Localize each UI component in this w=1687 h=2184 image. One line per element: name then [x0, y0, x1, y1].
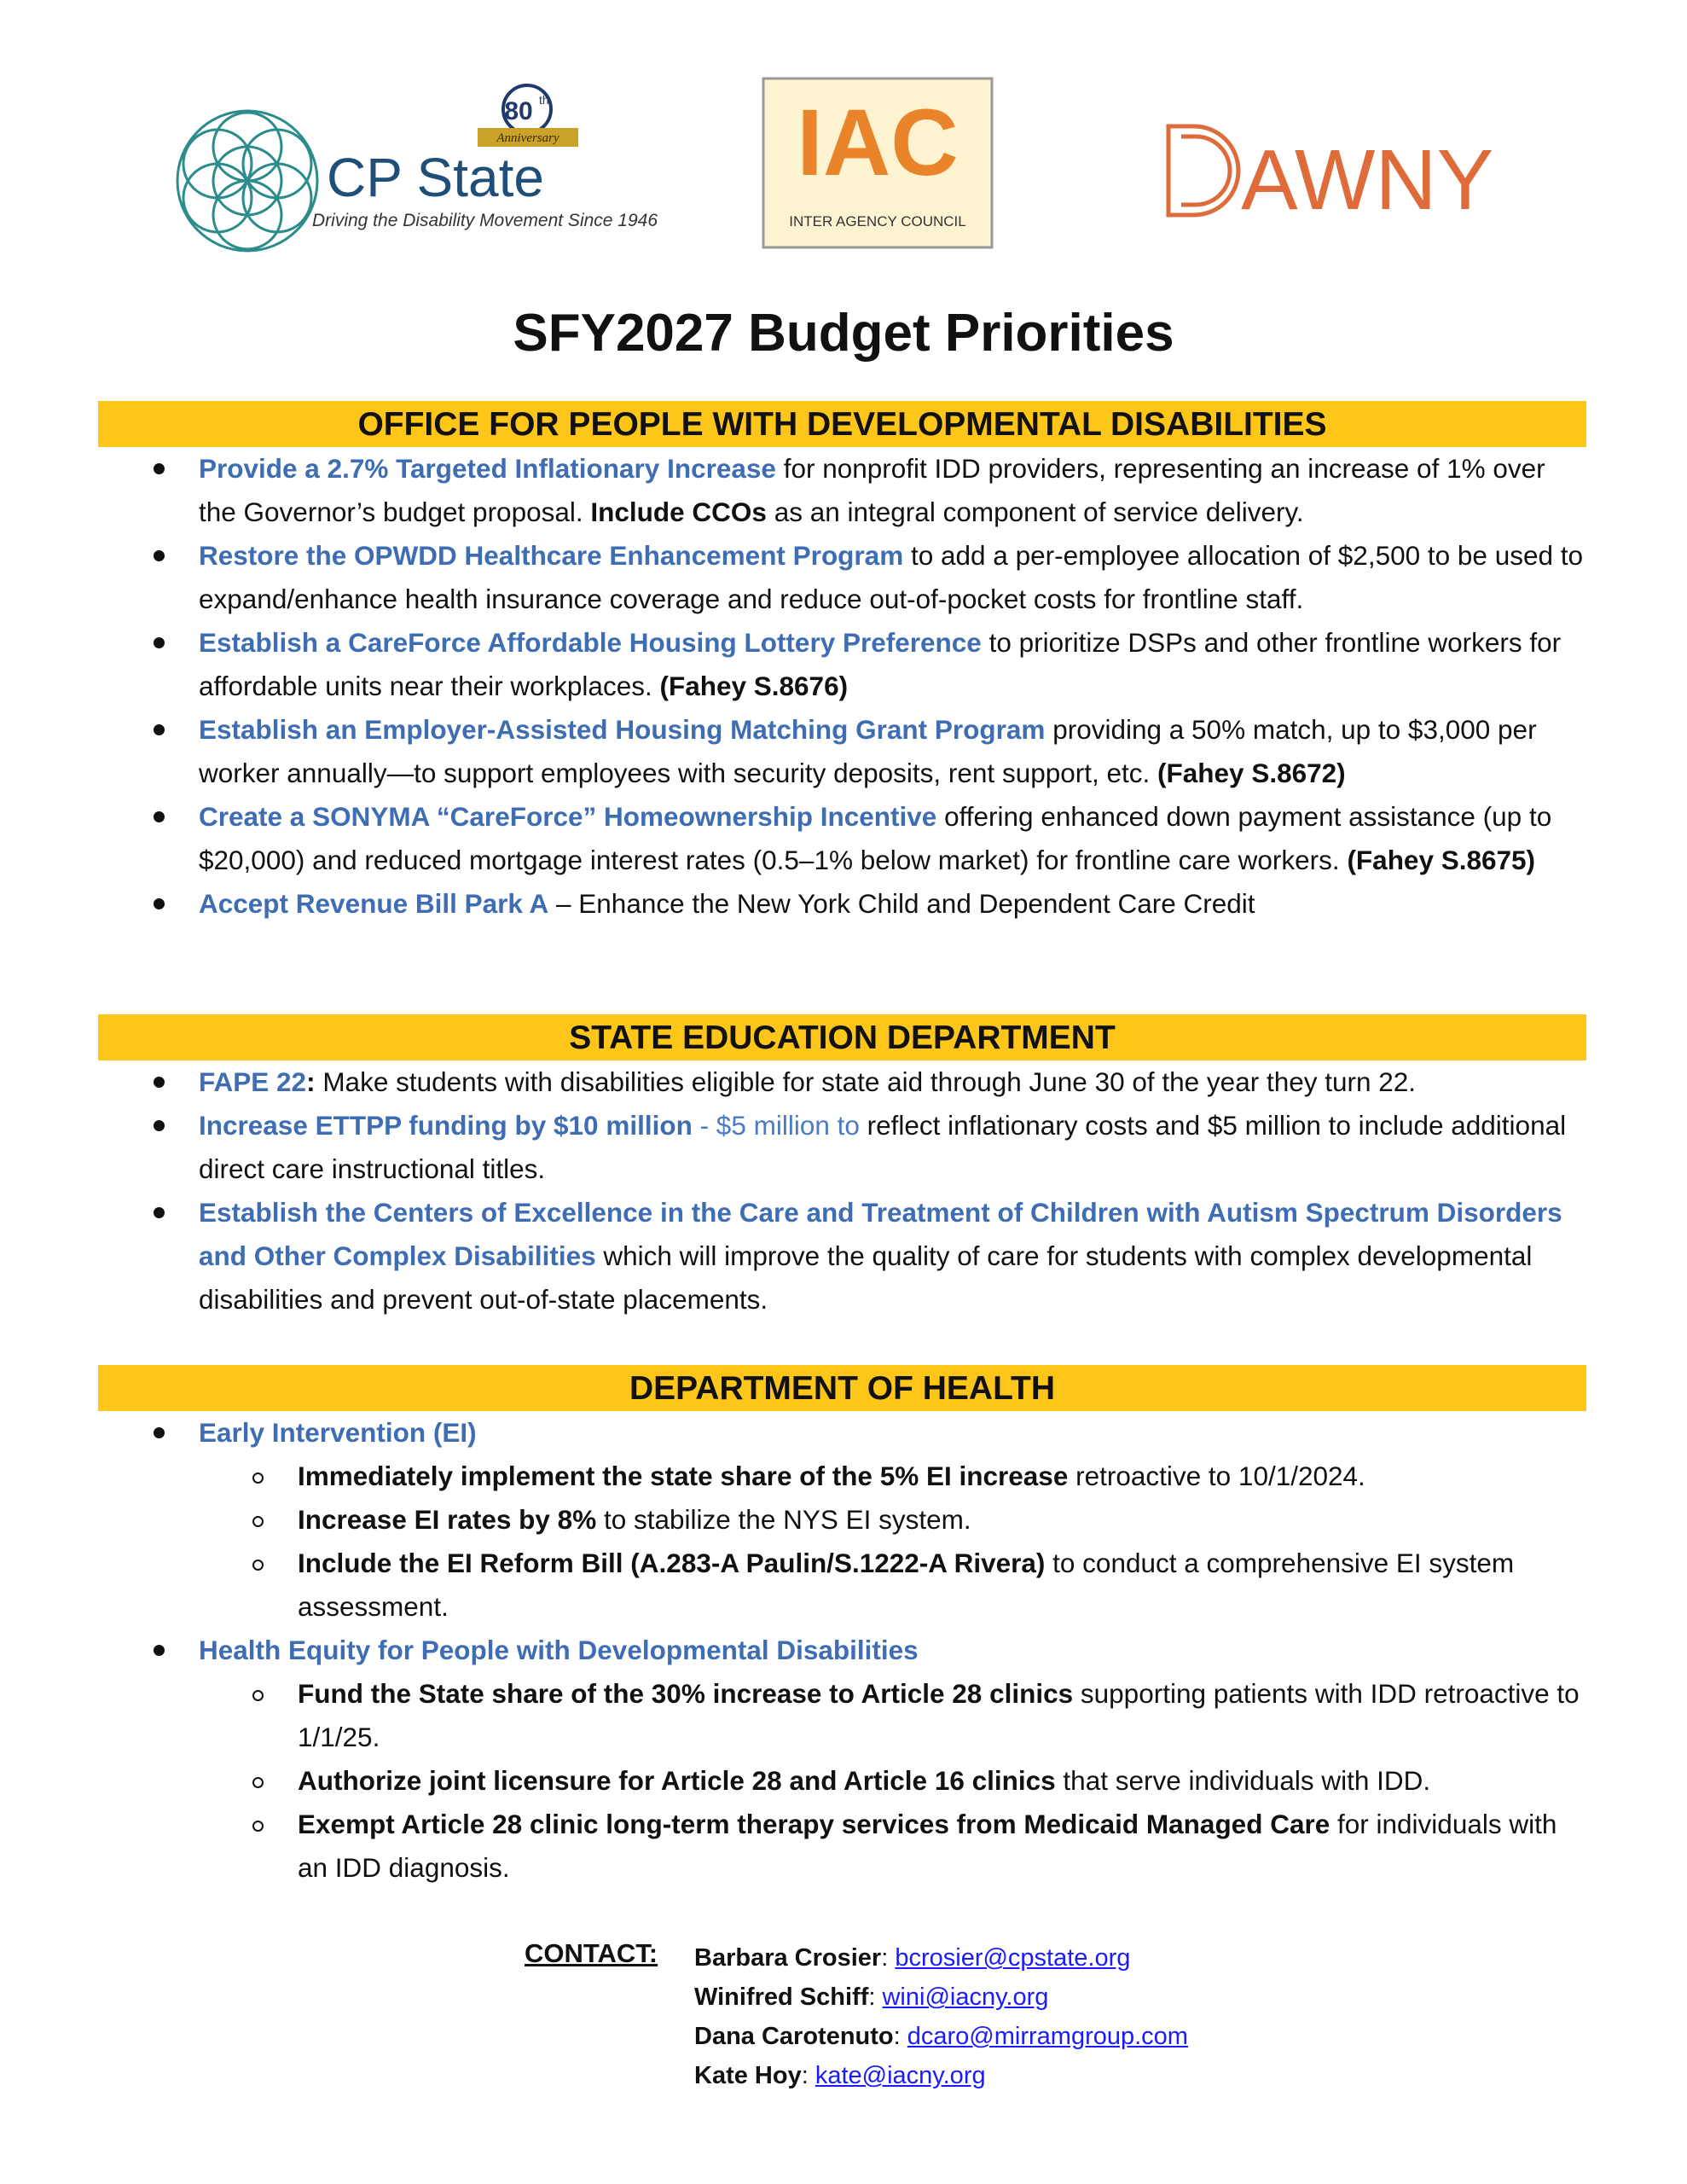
contact-list: Barbara Crosier: bcrosier@cpstate.org Win…	[694, 1938, 1462, 2095]
section-header: OFFICE FOR PEOPLE WITH DEVELOPMENTAL DIS…	[98, 401, 1586, 447]
text-run: Increase EI rates by 8%	[298, 1504, 597, 1535]
contact-email[interactable]: bcrosier@cpstate.org	[895, 1944, 1131, 1972]
dawny-d	[1166, 124, 1241, 218]
text-run: for nonprofit IDD providers, representin…	[199, 453, 1545, 527]
section-header: STATE EDUCATION DEPARTMENT	[98, 1014, 1586, 1060]
text-run: – Enhance the New York Child and Depende…	[548, 888, 1255, 919]
contact-name: Barbara Crosier	[694, 1944, 882, 1972]
text-run: Authorize joint licensure for Article 28…	[298, 1765, 1056, 1796]
bullet-list: Provide a 2.7% Targeted Inflationary Inc…	[98, 447, 1586, 926]
contact-email[interactable]: dcaro@mirramgroup.com	[907, 2023, 1188, 2050]
text-run: that serve individuals with IDD.	[1055, 1765, 1431, 1796]
text-run: supporting patients with IDD retroactive…	[298, 1678, 1580, 1752]
text-run: to prioritize DSPs and other frontline w…	[199, 627, 1562, 701]
text-run: (Fahey S.8672)	[1157, 758, 1346, 788]
text-run: Establish the Centers of Excellence in t…	[199, 1197, 1562, 1271]
badge-suffix: th	[539, 93, 549, 107]
contact-row: Barbara Crosier: bcrosier@cpstate.org	[694, 1944, 1131, 1972]
contact-name: Winifred Schiff	[694, 1984, 869, 2011]
contact-name: Kate Hoy	[694, 2062, 802, 2089]
text-run: Fund the State share of the 30% increase…	[298, 1678, 1074, 1709]
text-run: for individuals with an IDD diagnosis.	[298, 1809, 1557, 1883]
contact-row: Dana Carotenuto: dcaro@mirramgroup.com	[694, 2023, 1188, 2050]
contact-row: Kate Hoy: kate@iacny.org	[694, 2062, 986, 2089]
text-run: Exempt Article 28 clinic long-term thera…	[298, 1809, 1330, 1839]
bullet-item: Establish an Employer-Assisted Housing M…	[98, 708, 1586, 795]
text-run: to conduct a comprehensive EI system ass…	[298, 1548, 1515, 1622]
sub-item: Fund the State share of the 30% increase…	[98, 1672, 1586, 1759]
bullet-item: FAPE 22: Make students with disabilities…	[98, 1060, 1586, 1104]
sub-item: Immediately implement the state share of…	[98, 1455, 1586, 1498]
page-title: SFY2027 Budget Priorities	[513, 304, 1174, 363]
section: OFFICE FOR PEOPLE WITH DEVELOPMENTAL DIS…	[98, 401, 1586, 926]
iac-box	[762, 77, 994, 249]
text-run: as an integral component of service deli…	[766, 497, 1304, 527]
text-run: providing a 50% match, up to $3,000 per …	[199, 714, 1537, 788]
text-run: :	[306, 1066, 316, 1097]
text-run: (Fahey S.8676)	[659, 671, 849, 701]
contact-email[interactable]: kate@iacny.org	[815, 2062, 986, 2089]
text-run: which will improve the quality of care f…	[199, 1240, 1533, 1315]
iac-name: IAC	[797, 90, 958, 195]
bullet-item: Increase ETTPP funding by $10 million - …	[98, 1104, 1586, 1191]
bullet-item: Create a SONYMA “CareForce” Homeownershi…	[98, 795, 1586, 882]
bullet-item: Restore the OPWDD Healthcare Enhancement…	[98, 534, 1586, 621]
text-run: FAPE 22	[199, 1066, 307, 1097]
sub-item: Include the EI Reform Bill (A.283-A Paul…	[98, 1542, 1586, 1629]
contact-name: Dana Carotenuto	[694, 2023, 894, 2050]
text-run: Accept Revenue Bill Park A	[199, 888, 549, 919]
text-run: to stabilize the NYS EI system.	[596, 1504, 971, 1535]
text-run: to add a per-employee allocation of $2,5…	[199, 540, 1584, 614]
sub-item: Exempt Article 28 clinic long-term thera…	[98, 1803, 1586, 1890]
bullet-item: Early Intervention (EI)	[98, 1411, 1586, 1455]
text-run: Make students with disabilities eligible…	[315, 1066, 1417, 1097]
text-run: Establish a CareForce Affordable Housing…	[199, 627, 982, 658]
text-run: Increase ETTPP funding by $10 million	[199, 1110, 693, 1141]
contact-row: Winifred Schiff: wini@iacny.org	[694, 1984, 1049, 2011]
section-header: DEPARTMENT OF HEALTH	[98, 1365, 1586, 1411]
text-run: retroactive to 10/1/2024.	[1068, 1461, 1365, 1491]
text-run: reflect inflationary costs and $5 millio…	[199, 1110, 1567, 1184]
iac-subtitle: INTER AGENCY COUNCIL	[789, 213, 966, 229]
cp-state-tagline: Driving the Disability Movement Since 19…	[312, 211, 658, 230]
cp-state-logo	[176, 109, 319, 253]
text-run: (Fahey S.8675)	[1347, 845, 1536, 875]
text-run: Early Intervention (EI)	[199, 1417, 477, 1448]
section: DEPARTMENT OF HEALTH Early Intervention (…	[98, 1365, 1586, 1890]
text-run: offering enhanced down payment assistanc…	[199, 801, 1552, 875]
bullet-item: Establish a CareForce Affordable Housing…	[98, 621, 1586, 708]
contact-label: CONTACT:	[525, 1938, 658, 1968]
sub-item: Authorize joint licensure for Article 28…	[98, 1759, 1586, 1803]
bullet-item: Provide a 2.7% Targeted Inflationary Inc…	[98, 447, 1586, 534]
logo-strip: CP State Driving the Disability Movement…	[176, 77, 1493, 253]
badge-text: Anniversary	[496, 131, 559, 145]
dawny-name: AWNY	[1241, 132, 1493, 228]
badge-ribbon	[478, 128, 578, 147]
text-run: Establish an Employer-Assisted Housing M…	[199, 714, 1046, 745]
badge-number: 80	[504, 97, 532, 125]
bullet-item: Establish the Centers of Excellence in t…	[98, 1191, 1586, 1321]
cp-state-name: CP State	[327, 147, 544, 208]
text-run: Health Equity for People with Developmen…	[199, 1635, 919, 1665]
text-run: Include the EI Reform Bill (A.283-A Paul…	[298, 1548, 1046, 1578]
text-run: - $5 million to	[692, 1110, 860, 1141]
text-run: Restore the OPWDD Healthcare Enhancement…	[199, 540, 904, 571]
sub-item: Increase EI rates by 8% to stabilize the…	[98, 1498, 1586, 1542]
text-run: Immediately implement the state share of…	[298, 1461, 1069, 1491]
text-run: Provide a 2.7% Targeted Inflationary Inc…	[199, 453, 776, 484]
contact-email[interactable]: wini@iacny.org	[882, 1984, 1049, 2011]
bullet-item: Accept Revenue Bill Park A – Enhance the…	[98, 882, 1586, 926]
bullet-list: FAPE 22: Make students with disabilities…	[98, 1060, 1586, 1321]
text-run: Include CCOs	[590, 497, 767, 527]
bullet-item: Health Equity for People with Developmen…	[98, 1629, 1586, 1672]
section: STATE EDUCATION DEPARTMENT FAPE 22: Make …	[98, 1014, 1586, 1321]
bullet-list: Early Intervention (EI) Immediately imple…	[98, 1411, 1586, 1890]
text-run: Create a SONYMA “CareForce” Homeownershi…	[199, 801, 937, 832]
